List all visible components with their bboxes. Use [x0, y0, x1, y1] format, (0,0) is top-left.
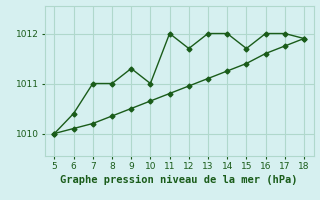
- X-axis label: Graphe pression niveau de la mer (hPa): Graphe pression niveau de la mer (hPa): [60, 175, 298, 185]
